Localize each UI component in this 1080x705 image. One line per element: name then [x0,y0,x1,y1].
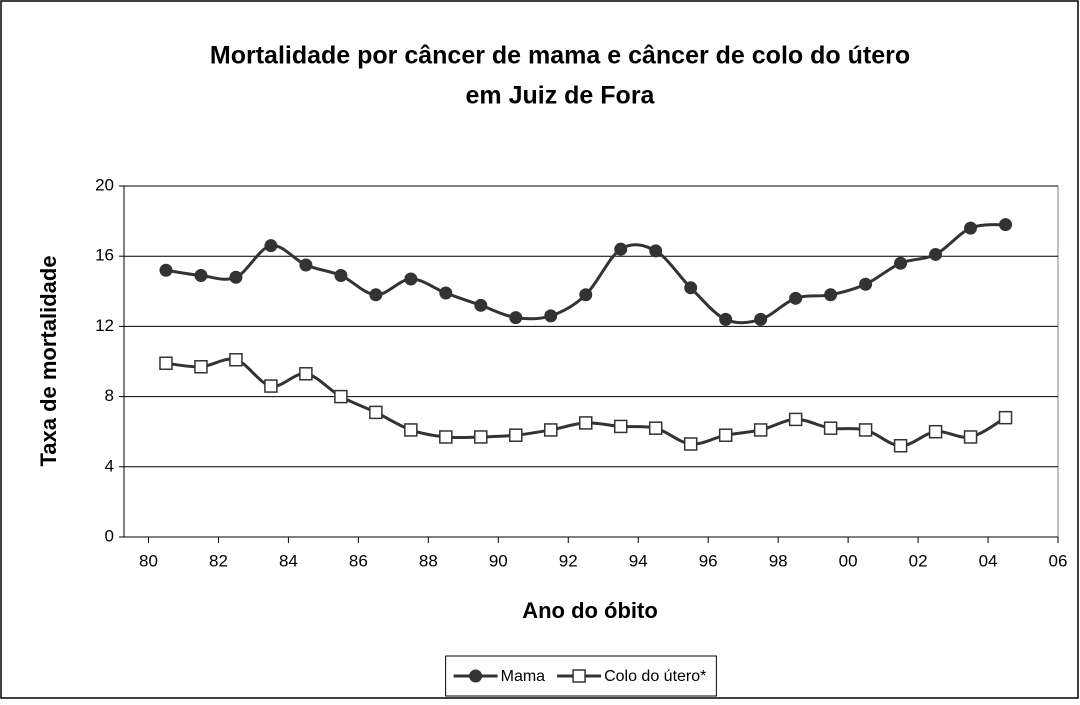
x-tick-label: 80 [139,551,158,570]
y-tick-label: 12 [95,316,114,335]
point [544,423,558,437]
point [404,272,418,286]
y-tick-label: 20 [95,175,114,194]
point [929,247,943,261]
x-tick-label: 84 [279,551,298,570]
point [544,309,558,323]
chart-title: Mortalidade por câncer de mama e câncer … [210,42,910,70]
x-tick-label: 02 [909,551,928,570]
point [299,258,313,272]
point [229,352,243,367]
point [579,288,593,302]
point [474,430,488,444]
point [572,669,586,683]
point [159,263,173,277]
point [264,239,278,253]
point [823,421,838,435]
point [613,419,628,434]
legend-label: Colo do útero* [604,668,706,685]
point [469,669,483,683]
point [753,423,768,437]
point [299,367,313,381]
x-tick-label: 90 [489,551,508,570]
point [439,430,453,444]
point [858,423,873,437]
point [754,312,768,326]
point [893,438,908,453]
legend-item: Mama [453,668,546,685]
point [229,270,243,284]
point [894,256,908,270]
point [824,288,838,302]
legend: Mama Colo do útero* [445,655,717,697]
point [369,405,383,420]
x-axis-label: Ano do óbito [522,598,658,623]
point [334,389,348,404]
point [859,277,873,291]
plot-area [123,185,1059,538]
point [649,244,663,258]
x-tick-label: 00 [839,551,858,570]
point [614,242,628,256]
point [264,379,278,393]
chart-title: em Juiz de Fora [466,82,656,110]
y-axis-label: Taxa de mortalidade [36,255,61,466]
legend-label: Mama [501,668,546,685]
point [404,423,418,437]
point [334,269,348,283]
point [718,428,733,442]
x-tick-label: 96 [699,551,718,570]
point [474,298,488,312]
x-tick-label: 88 [419,551,438,570]
x-tick-label: 04 [979,551,998,570]
point [159,356,173,371]
point [928,424,943,439]
point [648,421,663,435]
point [509,428,523,442]
x-tick-label: 98 [769,551,788,570]
legend-item: Colo do útero* [557,668,706,685]
point [788,412,803,427]
point [509,311,523,325]
x-tick-label: 94 [629,551,648,570]
y-tick-label: 8 [105,386,114,405]
y-tick-label: 16 [95,246,114,265]
y-tick-label: 4 [105,456,114,475]
point [194,269,208,283]
x-tick-label: 86 [349,551,368,570]
y-tick-label: 0 [105,526,114,545]
point [369,288,383,302]
point [683,437,698,451]
x-tick-label: 92 [559,551,578,570]
point [963,430,978,444]
point [998,410,1013,425]
point [999,218,1013,232]
point [684,281,698,295]
point [719,312,733,326]
point [964,221,978,235]
point [439,286,453,300]
point [789,291,803,305]
x-tick-label: 06 [1049,551,1068,570]
point [194,360,208,374]
point [579,416,593,430]
x-tick-label: 82 [209,551,228,570]
